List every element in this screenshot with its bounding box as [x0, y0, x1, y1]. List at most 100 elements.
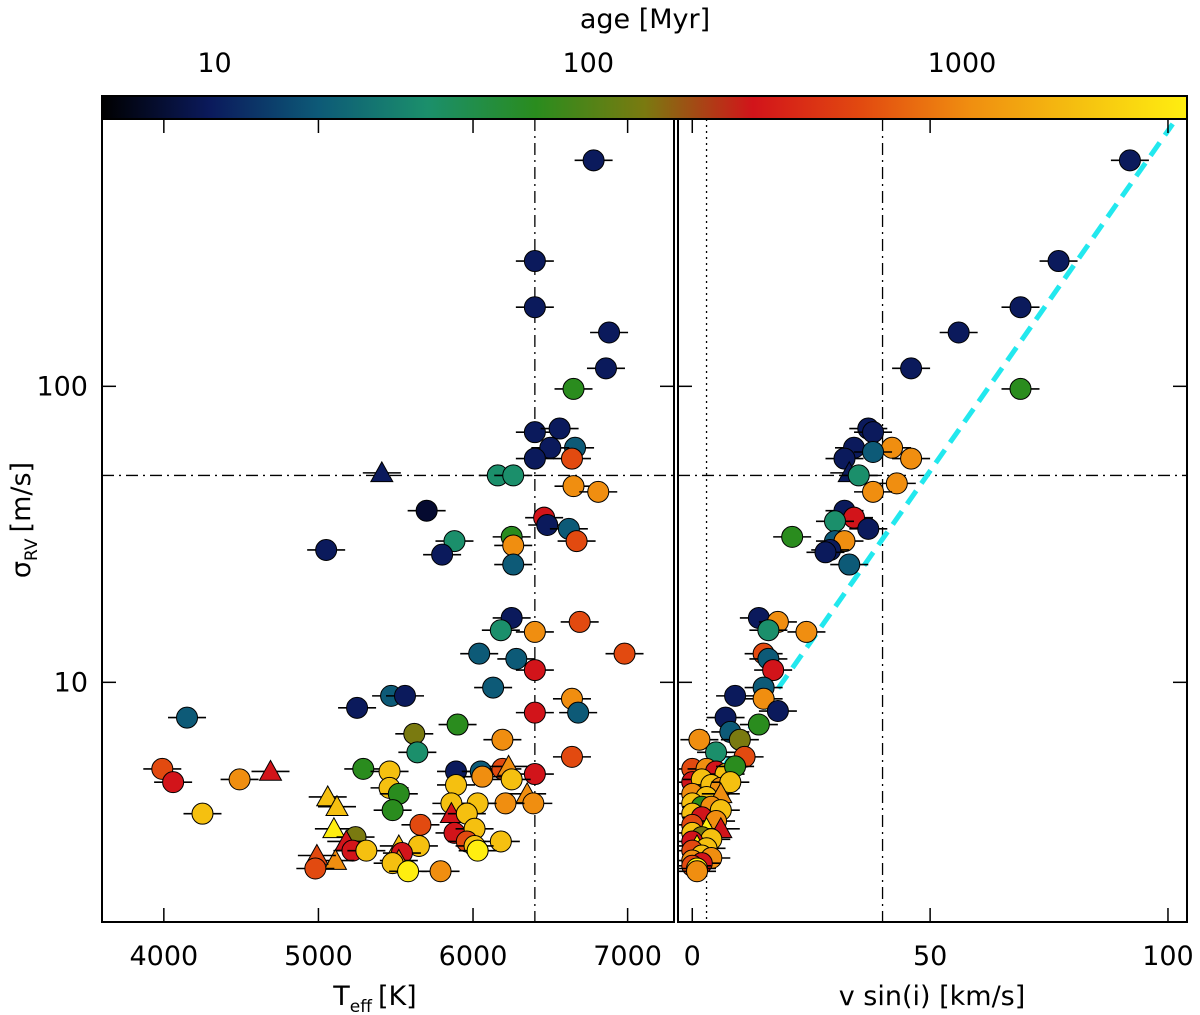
circle-marker	[862, 480, 885, 503]
data-point	[168, 706, 207, 729]
circle-marker	[468, 642, 491, 665]
data-point	[347, 839, 386, 862]
data-point	[344, 757, 383, 780]
circle-marker	[885, 472, 908, 495]
data-point	[220, 768, 259, 791]
circle-marker	[471, 765, 494, 788]
data-point	[892, 357, 931, 380]
x-tick-label: 100	[1142, 941, 1194, 972]
circle-marker	[489, 619, 512, 642]
left-data-points	[143, 149, 644, 883]
data-point	[492, 768, 531, 791]
circle-marker	[502, 534, 525, 557]
circle-marker	[613, 642, 636, 665]
right-panel-vsini: 0 50 100	[677, 118, 1194, 972]
circle-marker	[567, 701, 590, 724]
colorbar-tick-labels: 10 100 1000	[197, 48, 996, 79]
circle-marker	[162, 771, 185, 794]
circle-marker	[594, 357, 617, 380]
data-point	[720, 728, 759, 751]
data-point	[590, 321, 629, 344]
circle-marker	[1009, 296, 1032, 319]
colorbar-tick-label: 100	[562, 48, 614, 79]
circle-marker	[409, 813, 432, 836]
circle-marker	[523, 620, 546, 643]
circle-marker	[582, 149, 605, 172]
colorbar-tick-label: 1000	[928, 48, 997, 79]
data-point	[1039, 250, 1078, 273]
circle-marker	[814, 541, 837, 564]
data-point	[877, 472, 916, 495]
data-point	[251, 759, 290, 781]
data-point	[716, 684, 755, 707]
data-point	[458, 839, 497, 862]
circle-marker	[757, 619, 780, 642]
data-point	[314, 816, 353, 839]
circle-marker	[752, 687, 775, 710]
circle-marker	[565, 530, 588, 553]
circle-marker	[900, 357, 923, 380]
circle-marker	[719, 771, 742, 794]
circle-marker	[562, 475, 585, 498]
circle-marker	[560, 447, 583, 470]
right-data-points	[678, 149, 1149, 883]
right-axis-ticks: 0 50 100	[678, 119, 1194, 972]
circle-marker	[688, 728, 711, 751]
data-point	[494, 464, 533, 487]
data-point	[515, 620, 554, 643]
circle-marker	[445, 773, 468, 796]
circle-marker	[406, 741, 429, 764]
data-point	[1110, 149, 1149, 172]
data-point	[579, 480, 618, 503]
data-point	[559, 701, 598, 724]
data-point	[362, 460, 401, 483]
data-point	[437, 773, 476, 796]
y-tick-label: 100	[36, 371, 88, 402]
x-tick-label: 4000	[129, 941, 198, 972]
data-point	[773, 525, 812, 548]
data-point	[494, 553, 533, 576]
data-point	[787, 620, 826, 643]
data-point	[758, 700, 797, 723]
data-point	[711, 771, 750, 794]
data-point	[494, 534, 533, 557]
circle-marker	[491, 728, 514, 751]
circle-marker	[304, 857, 327, 880]
data-point	[463, 765, 502, 788]
data-point	[552, 745, 591, 768]
circle-marker	[686, 860, 709, 883]
circle-marker	[523, 250, 546, 273]
data-point	[892, 447, 931, 470]
data-point	[854, 440, 893, 463]
data-point	[515, 447, 554, 470]
data-point	[308, 784, 347, 807]
data-point	[317, 794, 356, 817]
data-point	[481, 619, 520, 642]
data-point	[398, 741, 437, 764]
data-point	[540, 417, 579, 440]
circle-marker	[394, 684, 417, 707]
circle-marker	[881, 436, 904, 459]
circle-marker	[403, 722, 426, 745]
circle-marker	[560, 745, 583, 768]
data-point	[296, 857, 335, 880]
circle-marker	[562, 377, 585, 400]
data-point	[481, 830, 520, 853]
circle-marker	[191, 802, 214, 825]
circle-marker	[523, 296, 546, 319]
circle-marker	[536, 514, 559, 537]
circle-marker	[523, 763, 546, 786]
data-point	[401, 813, 440, 836]
circle-marker	[523, 447, 546, 470]
data-point	[574, 149, 613, 172]
data-point	[586, 357, 625, 380]
circle-marker	[862, 440, 885, 463]
y-tick-label: 10	[54, 667, 88, 698]
circle-marker	[598, 321, 621, 344]
x-tick-label: 5000	[284, 941, 353, 972]
circle-marker	[346, 696, 369, 719]
circle-marker	[762, 659, 785, 682]
data-point	[515, 659, 554, 682]
data-point	[421, 860, 460, 883]
data-point	[1001, 296, 1040, 319]
